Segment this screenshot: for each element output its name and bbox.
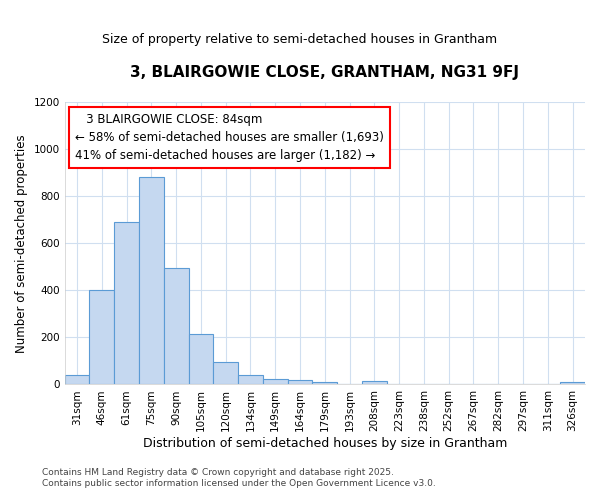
Bar (139, 178, 164, 384)
Bar (214, 362, 238, 384)
Text: Contains HM Land Registry data © Crown copyright and database right 2025.
Contai: Contains HM Land Registry data © Crown c… (42, 468, 436, 487)
Bar (65, 375, 89, 384)
Bar (114, 222, 139, 384)
Bar (164, 268, 188, 384)
Text: 3 BLAIRGOWIE CLOSE: 84sqm   
← 58% of semi-detached houses are smaller (1,693)
4: 3 BLAIRGOWIE CLOSE: 84sqm ← 58% of semi-… (75, 114, 384, 162)
Bar (560, 382, 585, 384)
Bar (313, 382, 337, 384)
Bar (362, 381, 387, 384)
Bar (238, 374, 263, 384)
Bar (89, 290, 114, 384)
X-axis label: Distribution of semi-detached houses by size in Grantham: Distribution of semi-detached houses by … (143, 437, 507, 450)
Bar (287, 380, 313, 384)
Text: Size of property relative to semi-detached houses in Grantham: Size of property relative to semi-detach… (103, 32, 497, 46)
Bar (188, 334, 214, 384)
Bar (263, 380, 287, 384)
Title: 3, BLAIRGOWIE CLOSE, GRANTHAM, NG31 9FJ: 3, BLAIRGOWIE CLOSE, GRANTHAM, NG31 9FJ (130, 65, 520, 80)
Y-axis label: Number of semi-detached properties: Number of semi-detached properties (15, 134, 28, 352)
